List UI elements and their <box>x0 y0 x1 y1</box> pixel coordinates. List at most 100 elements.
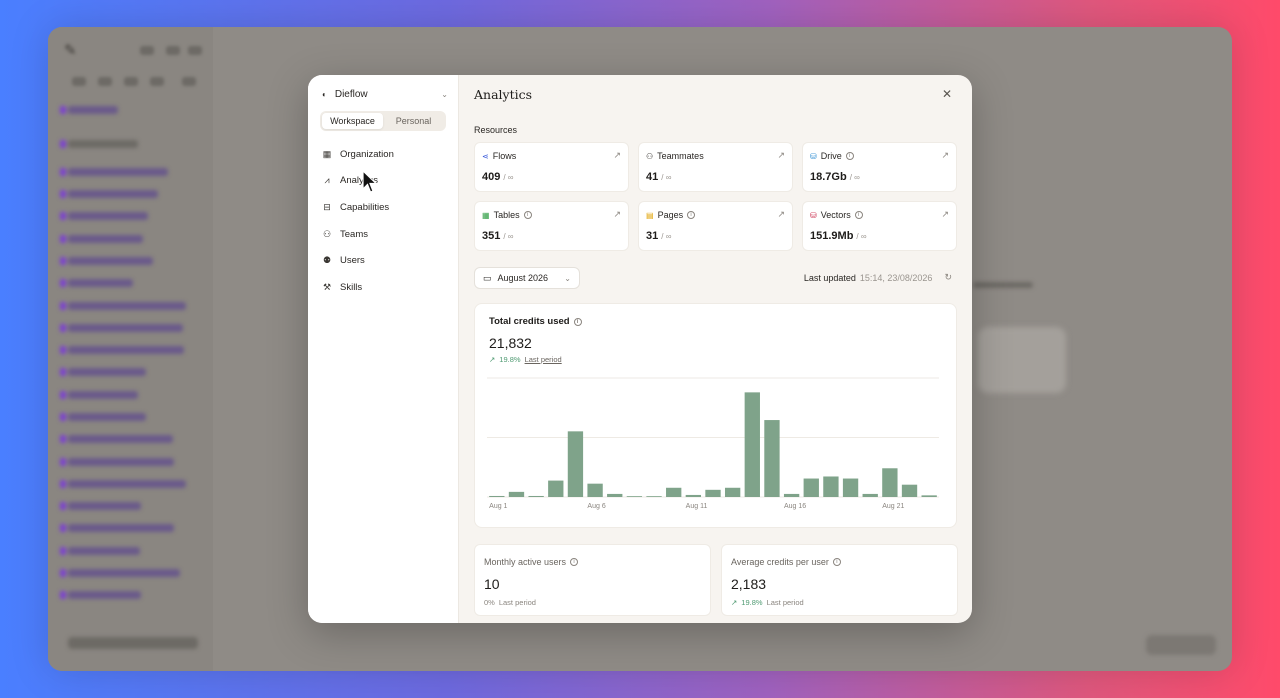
chart-bar[interactable] <box>921 495 937 497</box>
chart-bar[interactable] <box>744 392 760 497</box>
info-icon[interactable]: i <box>570 558 579 566</box>
chart-bar[interactable] <box>489 495 505 497</box>
drive-icon: ⛁ <box>810 151 817 161</box>
chart-bar[interactable] <box>882 468 898 497</box>
background-teammates-button <box>1146 635 1216 655</box>
background-list-row <box>60 413 146 421</box>
resource-value: 18.7Gb / ∞ <box>810 171 860 183</box>
resource-count: 409 <box>482 171 501 183</box>
stat-card-monthly-active-users: Monthly active users i 10 0% Last period <box>474 544 711 616</box>
chart-bar[interactable] <box>666 487 682 497</box>
external-link-icon[interactable]: ↗ <box>777 150 785 160</box>
stat-label: Monthly active users i <box>484 557 579 567</box>
background-toolbar-icon <box>124 77 138 86</box>
month-value: August 2026 <box>497 273 549 283</box>
nav-item-organization[interactable]: ▦ Organization <box>322 141 446 168</box>
external-link-icon[interactable]: ↗ <box>613 150 621 160</box>
nav-item-analytics[interactable]: ⩘ Analytics <box>322 168 446 195</box>
toggle-personal[interactable]: Personal <box>395 116 432 126</box>
nav-item-skills[interactable]: ⚒ Skills <box>322 274 446 301</box>
stat-card-average-credits: Average credits per user i 2,183 ↗ 19.8%… <box>721 544 958 616</box>
workspace-switcher[interactable]: ◐ Dieflow ⌄ <box>322 87 448 101</box>
info-icon[interactable]: i <box>845 152 854 160</box>
external-link-icon[interactable]: ↗ <box>941 150 949 160</box>
nav-item-label: Organization <box>340 148 394 160</box>
resources-heading: Resources <box>474 125 518 135</box>
credits-change: ↗ 19.8% Last period <box>489 355 562 364</box>
background-list-row <box>60 302 186 310</box>
info-icon[interactable]: i <box>854 211 863 219</box>
resource-card-pages[interactable]: ▤ Pages i ↗ 31/ ∞ <box>638 201 793 251</box>
credits-chart-card: Total credits used i 21,832 ↗ 19.8% Last… <box>474 303 957 528</box>
resource-card-header: ⚇ Teammates <box>646 151 704 161</box>
resource-card-drive[interactable]: ⛁ Drive i ↗ 18.7Gb / ∞ <box>802 142 957 192</box>
stat-label: Average credits per user i <box>731 557 841 567</box>
external-link-icon[interactable]: ↗ <box>613 209 621 219</box>
nav-item-teams[interactable]: ⚇ Teams <box>322 221 446 248</box>
resource-name: Tables <box>493 210 520 220</box>
background-list-row <box>60 346 184 354</box>
background-list-row <box>60 524 174 532</box>
background-toolbar-icon <box>182 77 196 86</box>
resource-name: Flows <box>492 151 517 161</box>
info-icon[interactable]: i <box>573 317 582 326</box>
resource-card-flows[interactable]: ⋖ Flows ↗ 409/ ∞ <box>474 142 629 192</box>
chart-bar[interactable] <box>705 489 721 497</box>
nav-item-users[interactable]: ⚉ Users <box>322 247 446 274</box>
resource-value: 31/ ∞ <box>646 230 671 242</box>
chart-bar[interactable] <box>823 476 839 497</box>
mouse-cursor-icon <box>362 170 378 193</box>
resource-card-tables[interactable]: ▦ Tables i ↗ 351/ ∞ <box>474 201 629 251</box>
chart-bar[interactable] <box>528 495 544 497</box>
chart-bar[interactable] <box>842 478 859 497</box>
chart-bar[interactable] <box>862 493 878 497</box>
pages-icon: ▤ <box>646 210 654 220</box>
info-icon[interactable]: i <box>687 211 696 219</box>
credits-period-link[interactable]: Last period <box>524 355 562 364</box>
chart-bar[interactable] <box>548 480 564 497</box>
chart-bar[interactable] <box>626 496 643 497</box>
chart-bar[interactable] <box>764 420 780 497</box>
chart-bar[interactable] <box>508 491 525 497</box>
background-list-row <box>60 324 183 332</box>
chart-bar[interactable] <box>646 496 662 497</box>
last-updated-label: Last updated <box>803 272 856 283</box>
background-list-row <box>60 235 143 243</box>
x-tick-label: Aug 16 <box>784 503 806 510</box>
teammates-icon: ⚇ <box>646 151 654 161</box>
chart-bar[interactable] <box>607 493 623 497</box>
background-list-row <box>60 547 140 555</box>
nav-item-label: Users <box>340 255 365 267</box>
x-tick-label: Aug 11 <box>686 503 708 510</box>
chart-bar[interactable] <box>685 494 702 497</box>
nav-item-capabilities[interactable]: ⊟ Capabilities <box>322 194 446 221</box>
month-select[interactable]: ▭ August 2026 ⌄ <box>474 267 580 289</box>
external-link-icon[interactable]: ↗ <box>941 209 949 219</box>
info-icon[interactable]: i <box>832 558 841 566</box>
background-card <box>978 327 1066 393</box>
nav-item-label: Capabilities <box>340 201 390 213</box>
refresh-icon[interactable]: ↻ <box>944 272 952 282</box>
resource-name: Drive <box>820 151 842 161</box>
stat-period: Last period <box>498 598 536 607</box>
chart-bar[interactable] <box>901 484 918 497</box>
external-link-icon[interactable]: ↗ <box>777 209 785 219</box>
credits-title-text: Total credits used <box>489 316 570 327</box>
resource-card-teammates[interactable]: ⚇ Teammates ↗ 41/ ∞ <box>638 142 793 192</box>
close-icon[interactable]: ✕ <box>941 87 952 101</box>
chart-bar[interactable] <box>783 493 800 497</box>
resource-count: 351 <box>482 230 501 242</box>
chart-icon: ⩘ <box>324 175 330 186</box>
chart-bar[interactable] <box>724 487 741 497</box>
info-icon[interactable]: i <box>523 211 532 219</box>
chart-bar[interactable] <box>803 478 819 497</box>
chart-bar[interactable] <box>567 431 584 497</box>
background-list-row <box>60 391 138 399</box>
resource-card-vectors[interactable]: ⛁ Vectors i ↗ 151.9Mb / ∞ <box>802 201 957 251</box>
nav-item-label: Analytics <box>340 175 379 187</box>
background-list-row <box>60 569 180 577</box>
background-list-row <box>60 190 158 198</box>
chart-bar[interactable] <box>587 483 603 497</box>
resource-card-header: ▤ Pages i <box>646 210 696 220</box>
toggle-workspace[interactable]: Workspace <box>322 113 383 129</box>
